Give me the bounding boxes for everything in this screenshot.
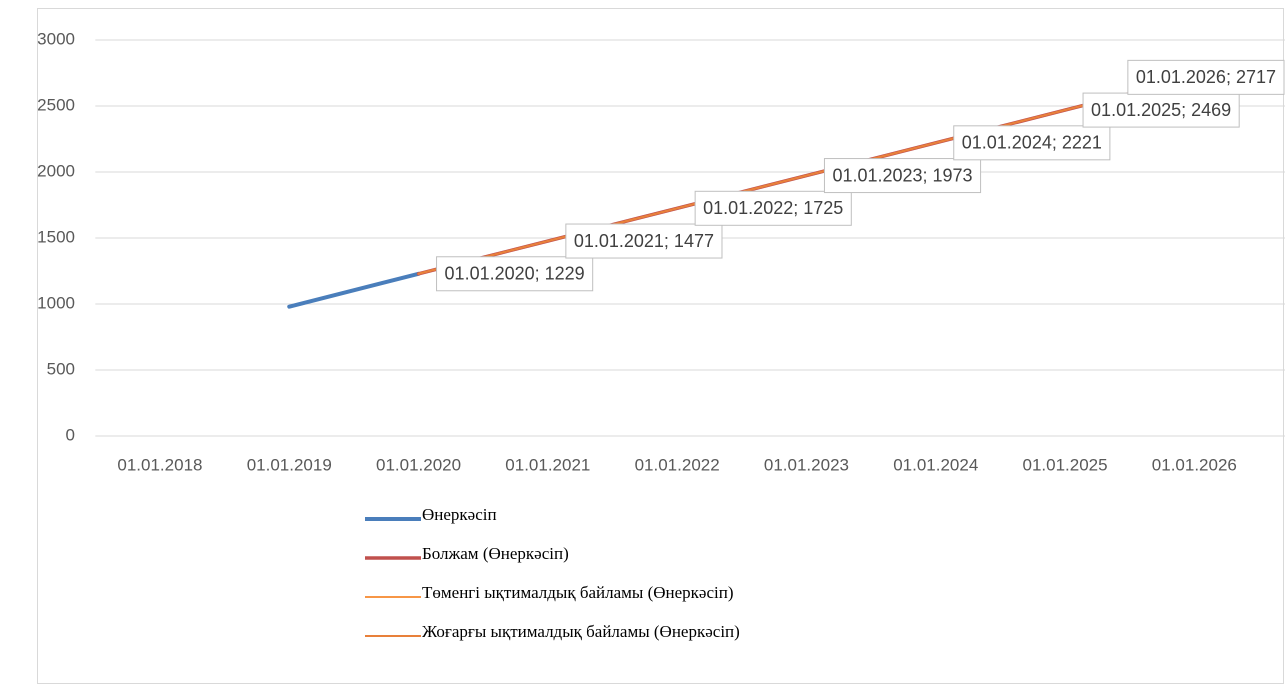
y-tick-label: 2500	[37, 95, 75, 114]
y-tick-label: 0	[66, 425, 75, 444]
data-label: 01.01.2020; 1229	[445, 264, 585, 284]
x-tick-label: 01.01.2022	[635, 455, 720, 474]
legend-label: Төменгі ықтималдық байламы (Өнеркәсіп)	[422, 583, 734, 602]
legend-label: Болжам (Өнеркәсіп)	[422, 544, 569, 563]
y-tick-label: 3000	[37, 29, 75, 48]
x-tick-label: 01.01.2018	[117, 455, 202, 474]
legend-label: Өнеркәсіп	[422, 505, 497, 524]
line-series	[417, 76, 1196, 275]
data-label-box	[436, 256, 594, 292]
data-label: 01.01.2021; 1477	[574, 231, 714, 251]
data-label-box	[823, 158, 982, 194]
x-tick-label: 01.01.2024	[893, 455, 978, 474]
line-series	[287, 271, 421, 309]
x-tick-label: 01.01.2025	[1023, 455, 1108, 474]
data-label-box	[953, 125, 1111, 161]
y-tick-label: 1000	[37, 293, 75, 312]
x-tick-label: 01.01.2019	[247, 455, 332, 474]
y-tick-label: 500	[47, 359, 75, 378]
data-label: 01.01.2023; 1973	[832, 165, 972, 185]
data-label-box	[694, 190, 852, 226]
data-label: 01.01.2022; 1725	[703, 198, 843, 218]
data-label: 01.01.2026; 2717	[1136, 67, 1276, 87]
x-tick-label: 01.01.2020	[376, 455, 461, 474]
data-label-box	[565, 223, 723, 259]
y-tick-label: 1500	[37, 227, 75, 246]
data-label: 01.01.2025; 2469	[1091, 100, 1231, 120]
x-tick-label: 01.01.2023	[764, 455, 849, 474]
legend-label: Жоғарғы ықтималдық байламы (Өнеркәсіп)	[422, 622, 740, 641]
chart-border	[37, 8, 1284, 684]
data-label-box	[1127, 59, 1285, 95]
x-tick-label: 01.01.2021	[505, 455, 590, 474]
x-tick-label: 01.01.2026	[1152, 455, 1237, 474]
y-tick-label: 2000	[37, 161, 75, 180]
data-label: 01.01.2024; 2221	[962, 133, 1102, 153]
